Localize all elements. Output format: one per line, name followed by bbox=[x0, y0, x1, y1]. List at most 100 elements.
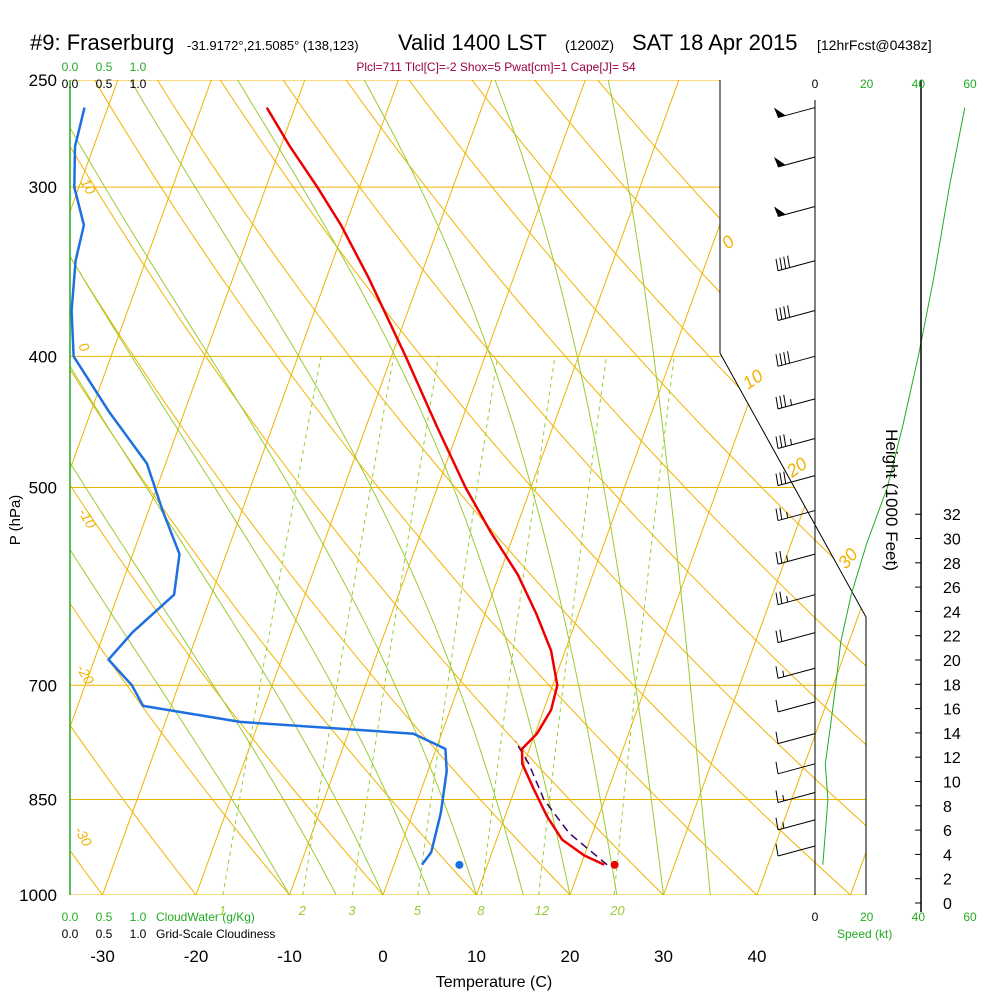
isotherm-line bbox=[756, 80, 866, 895]
wind-barb-flag bbox=[779, 353, 783, 366]
wind-barb bbox=[775, 817, 816, 831]
wind-barb-flag bbox=[779, 395, 783, 408]
wind-barb-half-flag bbox=[782, 670, 785, 677]
wind-barb-shaft bbox=[777, 594, 816, 606]
wind-barb-pennant bbox=[774, 107, 786, 118]
dry-adiabat-line bbox=[70, 80, 290, 895]
wind-barb-half-flag bbox=[790, 399, 793, 406]
wind-barb-flag bbox=[775, 473, 779, 486]
wind-barb-shaft bbox=[777, 475, 816, 487]
mixing-ratio-label: 5 bbox=[414, 903, 422, 918]
wind-barb-shaft bbox=[777, 733, 816, 745]
temperature-tick-label: -10 bbox=[277, 947, 302, 966]
speed-tick-top: 0 bbox=[812, 77, 819, 91]
wind-barb-flag bbox=[775, 258, 779, 271]
wind-barb-shaft bbox=[777, 632, 816, 644]
indices-line: Plcl=711 Tlcl[C]=-2 Shox=5 Pwat[cm]=1 Ca… bbox=[356, 60, 636, 74]
wind-barb-flag bbox=[787, 255, 791, 268]
surface-temperature-point bbox=[610, 860, 619, 869]
height-tick-label: 4 bbox=[943, 847, 952, 864]
wind-barb-half-flag bbox=[786, 555, 789, 562]
wind-barb-half-flag bbox=[790, 438, 793, 445]
wind-barb-flag bbox=[787, 351, 791, 364]
wind-barb-flag bbox=[779, 435, 783, 448]
cloud-water-tick-bottom: 0.0 bbox=[62, 910, 79, 924]
parcel-line bbox=[514, 740, 608, 866]
speed-tick-top: 60 bbox=[963, 77, 977, 91]
temperature-tick-label: 30 bbox=[654, 947, 673, 966]
pressure-tick-label: 500 bbox=[29, 479, 57, 498]
wind-barb-flag bbox=[775, 436, 779, 449]
wind-barb-shaft bbox=[777, 763, 816, 775]
wind-barb-flag bbox=[779, 591, 783, 604]
mixing-ratio-line bbox=[538, 356, 607, 895]
title-station: #9: Fraserburg bbox=[30, 30, 174, 55]
speed-axis-label: Speed (kt) bbox=[837, 927, 892, 941]
wind-barb-shaft bbox=[777, 553, 816, 565]
isotherm-label: -10 bbox=[75, 506, 99, 532]
wind-barb-flag bbox=[787, 305, 791, 318]
isotherm-label: -30 bbox=[71, 824, 95, 850]
isotherm-label: 0 bbox=[75, 340, 93, 355]
moist-adiabat-line bbox=[70, 80, 384, 895]
sounding-series bbox=[70, 106, 619, 869]
title-date: SAT 18 Apr 2015 bbox=[632, 30, 798, 55]
dry-adiabat-line bbox=[94, 80, 758, 895]
wind-barb-shaft bbox=[777, 845, 816, 857]
wind-barb-flag bbox=[783, 394, 787, 407]
temperature-tick-label: -20 bbox=[184, 947, 209, 966]
isotherm-line bbox=[70, 80, 306, 895]
dry-adiabat-line bbox=[70, 80, 571, 895]
pressure-tick-label: 850 bbox=[29, 790, 57, 809]
isotherm-line bbox=[944, 80, 1000, 895]
wind-barb bbox=[775, 394, 816, 410]
dry-adiabat-label: 0 bbox=[718, 231, 739, 253]
temperature-tick-label: 20 bbox=[561, 947, 580, 966]
wind-barb bbox=[775, 761, 816, 775]
temperature-tick-label: 10 bbox=[467, 947, 486, 966]
wind-barb-flag bbox=[783, 434, 787, 447]
moist-adiabat-line bbox=[237, 80, 571, 895]
wind-barb-flag bbox=[775, 843, 779, 857]
temperature-tick-label: -30 bbox=[90, 947, 115, 966]
wind-barb bbox=[775, 255, 816, 272]
moist-adiabat-line bbox=[129, 80, 524, 895]
wind-barb-half-flag bbox=[782, 794, 785, 802]
moist-adiabat-line bbox=[70, 80, 337, 895]
wind-barb-flag bbox=[775, 790, 779, 803]
wind-barb-flag bbox=[775, 630, 779, 643]
height-tick-label: 18 bbox=[943, 677, 961, 694]
wind-barb-flag bbox=[779, 257, 783, 270]
dry-adiabat-line bbox=[219, 80, 866, 895]
wind-barb-flag bbox=[775, 666, 779, 679]
dry-adiabat-line bbox=[70, 80, 477, 895]
wind-barb bbox=[775, 351, 816, 367]
cloud-water-tick-bottom: 1.0 bbox=[130, 910, 147, 924]
temperature-tick-label: 40 bbox=[748, 947, 767, 966]
wind-barb-flag bbox=[779, 307, 783, 320]
surface-dewpoint-point bbox=[455, 860, 464, 869]
temperature-axis-label: Temperature (C) bbox=[436, 974, 552, 991]
wind-barb-shaft bbox=[777, 398, 816, 410]
wind-barb bbox=[774, 205, 816, 217]
wind-barb-flag bbox=[783, 352, 787, 365]
background-grid bbox=[0, 80, 1000, 895]
mixing-ratio-line bbox=[351, 356, 439, 895]
wind-barb-flag bbox=[783, 256, 787, 269]
moist-adiabat-line bbox=[70, 80, 290, 895]
height-tick-label: 16 bbox=[943, 702, 961, 719]
height-tick-label: 6 bbox=[943, 823, 952, 840]
isotherm-line bbox=[0, 80, 24, 895]
moist-adiabat-line bbox=[494, 80, 664, 895]
wind-barb bbox=[775, 507, 816, 522]
cloud-water-tick-bottom: 0.5 bbox=[96, 910, 113, 924]
isotherm-line bbox=[289, 80, 586, 895]
wind-barb bbox=[775, 434, 816, 449]
title-utc: (1200Z) bbox=[565, 37, 614, 53]
isotherm-line bbox=[70, 80, 212, 895]
wind-barb bbox=[775, 699, 816, 713]
height-tick-label: 8 bbox=[943, 799, 952, 816]
wind-barb-pennant bbox=[774, 157, 786, 168]
wind-barb-flag bbox=[779, 629, 783, 642]
